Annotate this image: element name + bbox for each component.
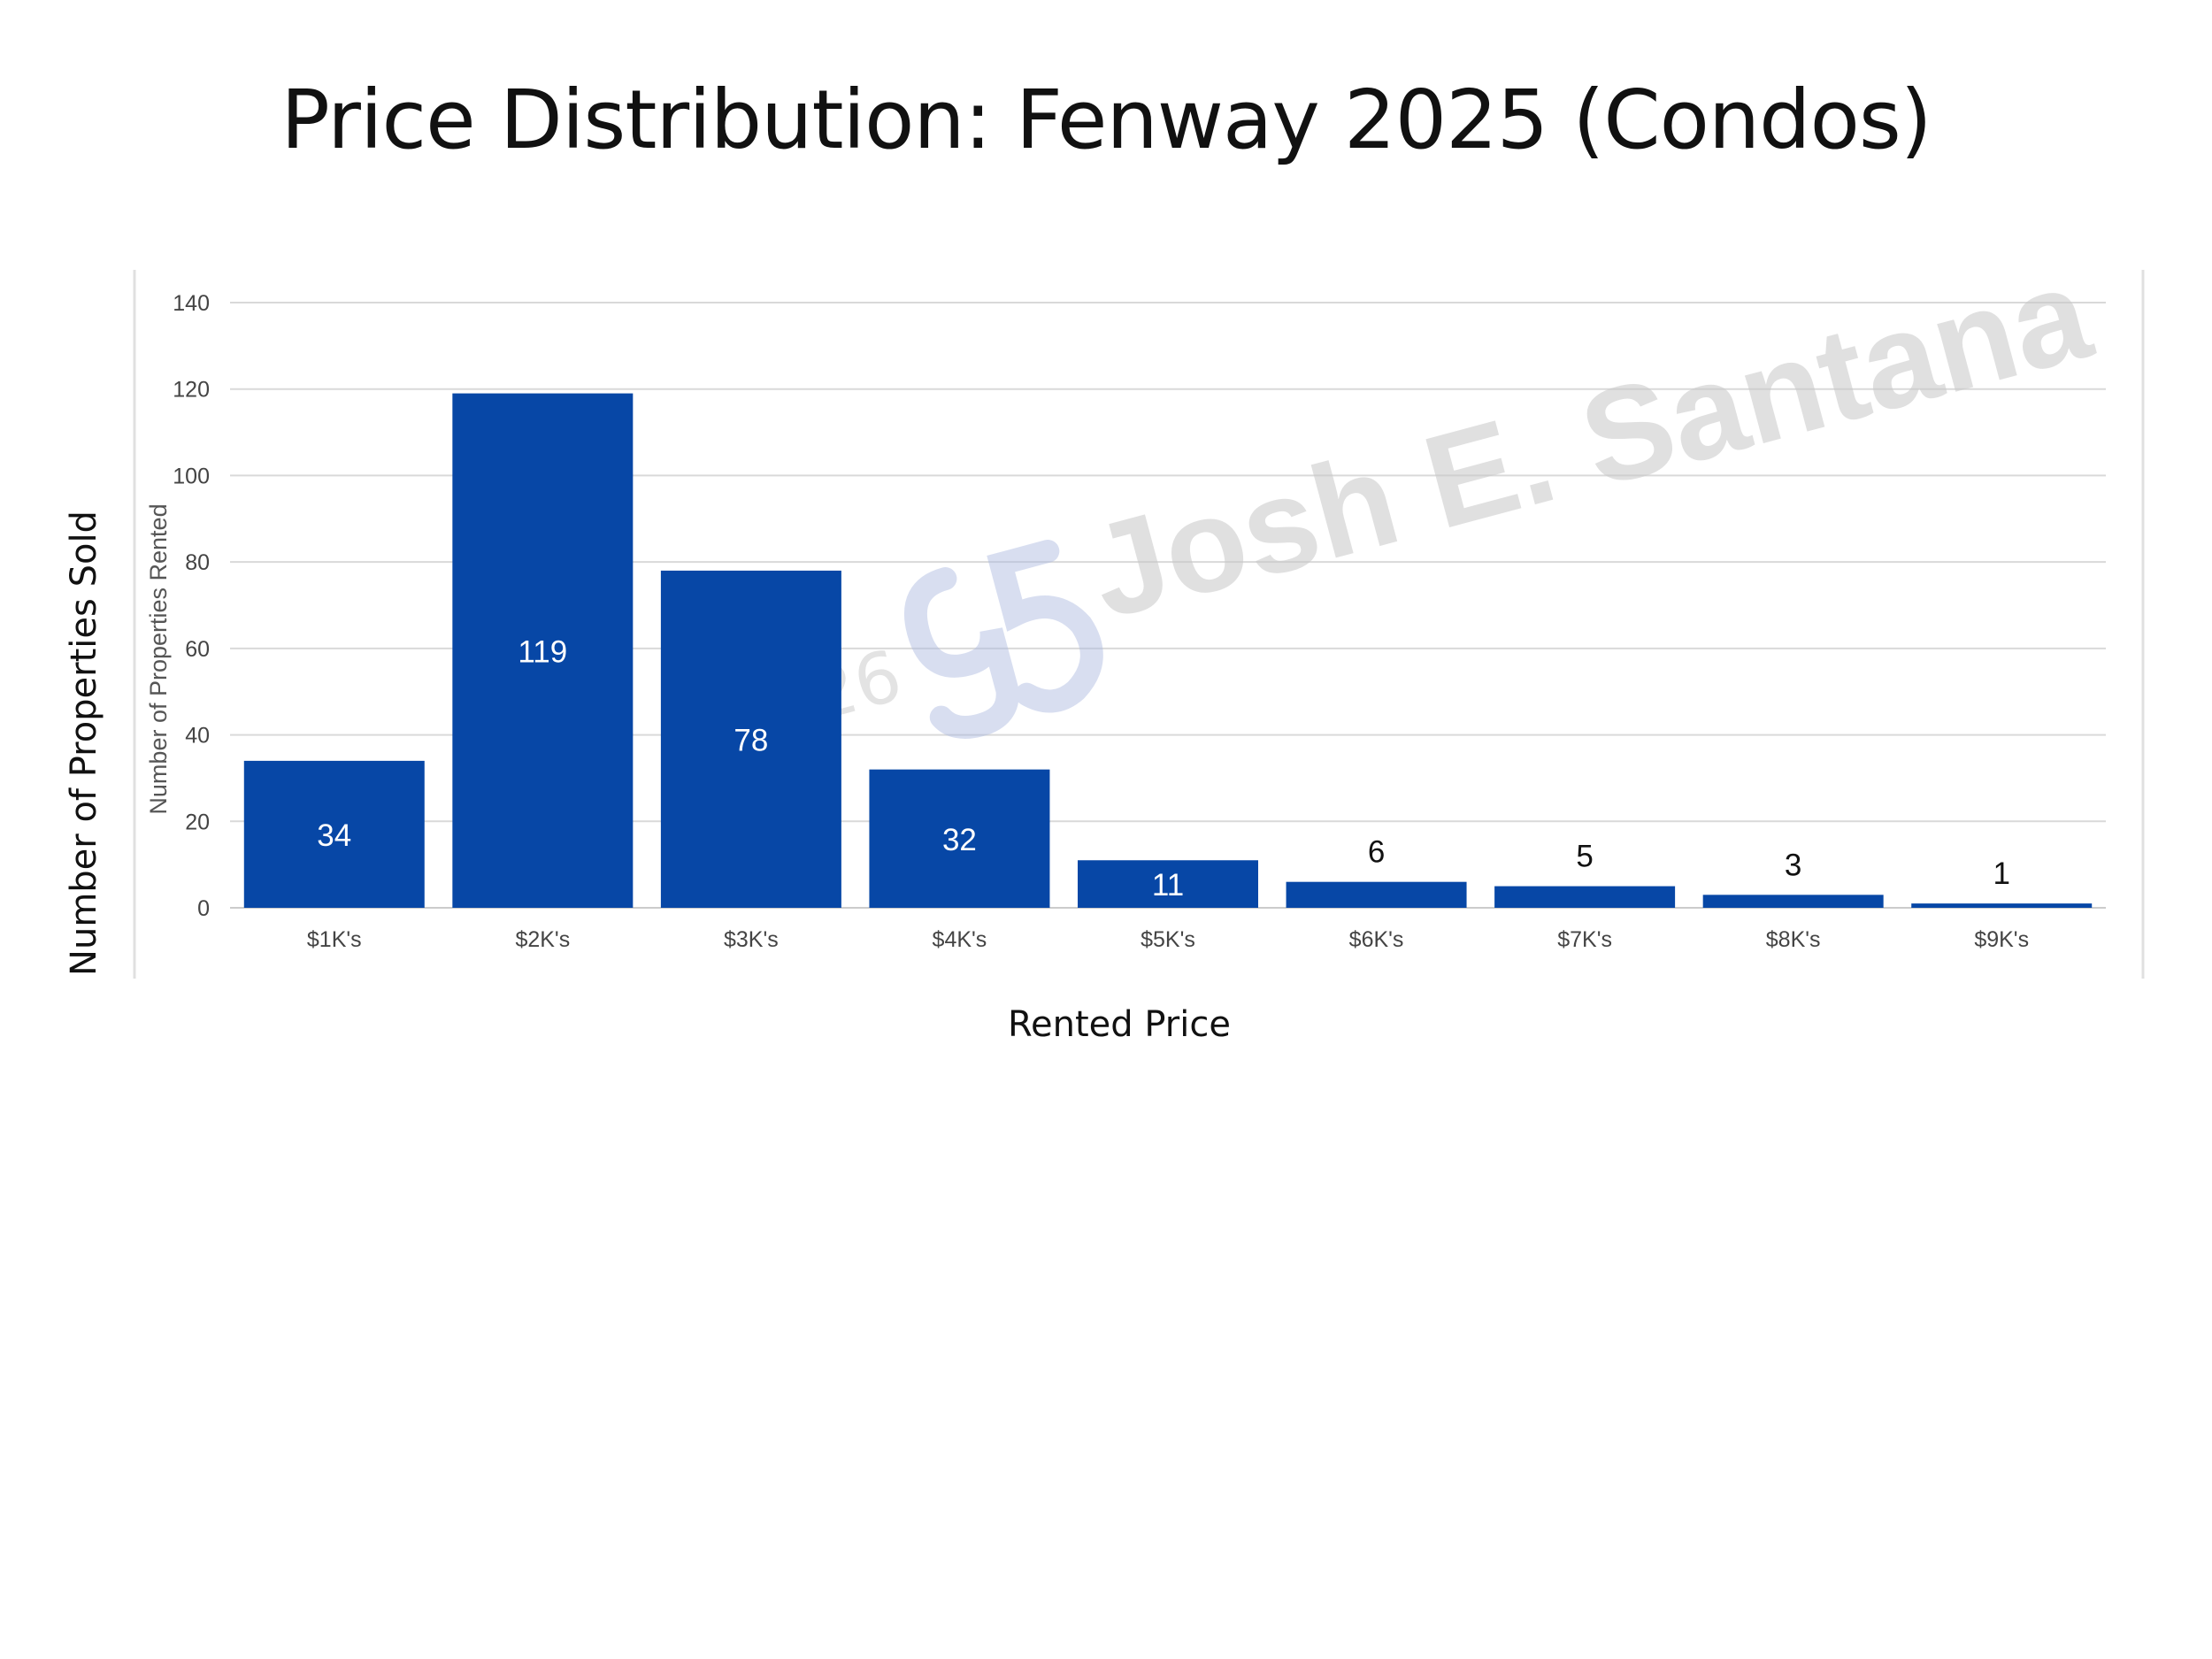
x-tick-label: $4K's: [933, 927, 987, 952]
bar-data-label: 5: [1576, 840, 1593, 874]
bar: [452, 393, 634, 909]
bar-data-label: 6: [1368, 835, 1385, 870]
y-tick-label: 60: [185, 637, 210, 662]
bar: [1494, 886, 1676, 908]
bar: [1702, 895, 1884, 908]
x-axis-ticks: $1K's $2K's $3K's $4K's $5K's $6K's $7K's $8K's…: [307, 927, 2029, 952]
y-tick-label: 140: [173, 291, 210, 316]
y-axis-ticks: 0 20 40 60 80 100 120 140: [173, 291, 210, 921]
watermark: ©2026 Josh E. Santana: [646, 237, 2105, 779]
bar: [243, 760, 425, 908]
inner-y-axis-label: Number of Properties Rented: [145, 503, 172, 814]
x-tick-label: $9K's: [1974, 927, 2029, 952]
y-tick-label: 0: [197, 896, 210, 921]
bar-data-label: 78: [733, 723, 768, 757]
bar-data-label: 32: [942, 823, 977, 857]
bar: [1286, 881, 1467, 908]
x-tick-label: $7K's: [1557, 927, 1612, 952]
bar-data-label: 34: [317, 818, 351, 853]
x-tick-label: $8K's: [1766, 927, 1821, 952]
x-tick-label: $2K's: [515, 927, 570, 952]
y-tick-label: 100: [173, 464, 210, 488]
watermark-name: Josh E. Santana: [1075, 237, 2105, 647]
outer-x-axis-label: Rented Price: [1008, 1004, 1231, 1045]
data-labels: 34 119 78 32 11 6 5 3 1: [317, 634, 2010, 902]
bar-data-label: 1: [1993, 856, 2009, 891]
bar-data-label: 119: [518, 634, 567, 669]
bars: [243, 393, 2093, 909]
bar-data-label: 11: [1152, 868, 1184, 902]
bar: [660, 570, 841, 908]
bar-data-label: 3: [1785, 848, 1801, 882]
x-tick-label: $1K's: [307, 927, 362, 952]
y-tick-label: 20: [185, 810, 210, 834]
y-tick-label: 80: [185, 550, 210, 575]
y-tick-label: 120: [173, 378, 210, 403]
bar: [869, 769, 1050, 908]
x-tick-label: $6K's: [1349, 927, 1404, 952]
y-tick-label: 40: [185, 724, 210, 749]
js-monogram-logo-icon: [903, 539, 1103, 739]
bar: [1911, 903, 2093, 908]
page-title: Price Distribution: Fenway 2025 (Condos): [280, 73, 1932, 167]
x-tick-label: $5K's: [1141, 927, 1195, 952]
x-tick-label: $3K's: [724, 927, 779, 952]
bar: [1078, 860, 1258, 908]
